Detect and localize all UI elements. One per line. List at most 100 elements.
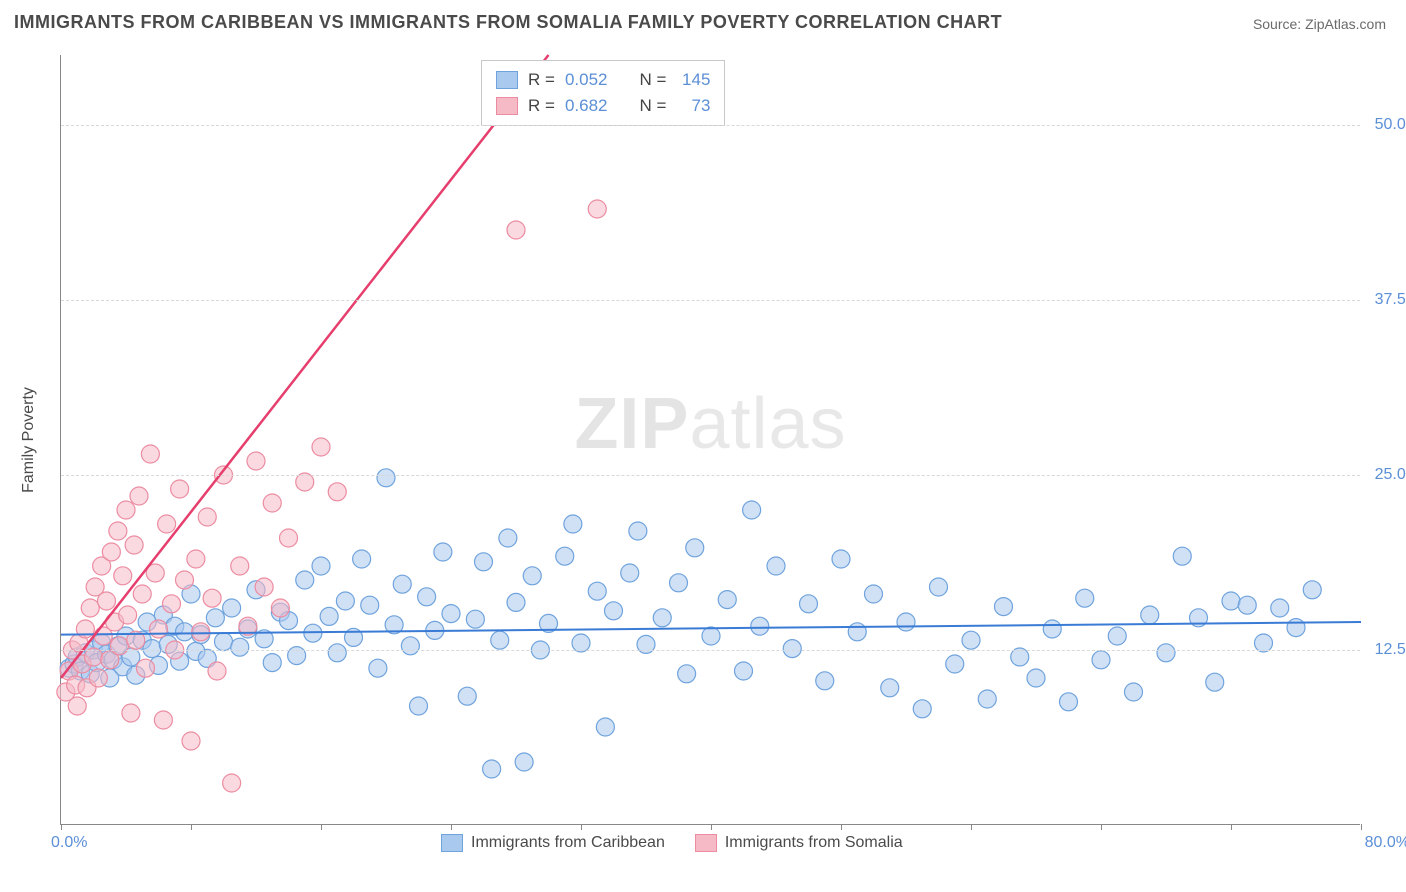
data-point	[995, 598, 1013, 616]
data-point	[109, 522, 127, 540]
data-point	[897, 613, 915, 631]
data-point	[564, 515, 582, 533]
data-point	[507, 593, 525, 611]
data-point	[434, 543, 452, 561]
data-point	[187, 550, 205, 568]
data-point	[678, 665, 696, 683]
data-point	[119, 606, 137, 624]
data-point	[263, 654, 281, 672]
data-point	[629, 522, 647, 540]
data-point	[1157, 644, 1175, 662]
y-tick-label: 25.0%	[1365, 466, 1406, 484]
data-point	[203, 589, 221, 607]
data-point	[491, 631, 509, 649]
data-point	[743, 501, 761, 519]
legend-r-label: R =	[528, 67, 555, 93]
legend-n-value: 73	[676, 93, 710, 119]
legend-n-value: 145	[676, 67, 710, 93]
data-point	[158, 515, 176, 533]
data-point	[913, 700, 931, 718]
data-point	[735, 662, 753, 680]
data-point	[410, 697, 428, 715]
legend-n-label: N =	[639, 67, 666, 93]
data-point	[783, 640, 801, 658]
data-point	[832, 550, 850, 568]
x-tick	[1231, 824, 1232, 830]
data-point	[1060, 693, 1078, 711]
data-point	[686, 539, 704, 557]
data-point	[767, 557, 785, 575]
data-point	[1303, 581, 1321, 599]
x-tick	[971, 824, 972, 830]
y-tick-label: 50.0%	[1365, 116, 1406, 134]
data-point	[1092, 651, 1110, 669]
gridline	[61, 475, 1360, 476]
data-point	[192, 623, 210, 641]
data-point	[296, 571, 314, 589]
data-point	[208, 662, 226, 680]
data-point	[621, 564, 639, 582]
x-tick	[1101, 824, 1102, 830]
data-point	[751, 617, 769, 635]
data-point	[336, 592, 354, 610]
data-point	[800, 595, 818, 613]
data-point	[353, 550, 371, 568]
data-point	[588, 200, 606, 218]
data-point	[418, 588, 436, 606]
data-point	[865, 585, 883, 603]
data-point	[231, 557, 249, 575]
data-point	[930, 578, 948, 596]
data-point	[978, 690, 996, 708]
data-point	[263, 494, 281, 512]
y-axis-label: Family Poverty	[20, 387, 38, 493]
data-point	[141, 445, 159, 463]
data-point	[231, 638, 249, 656]
data-point	[328, 483, 346, 501]
x-tick	[581, 824, 582, 830]
data-point	[68, 697, 86, 715]
data-point	[320, 607, 338, 625]
y-tick-label: 12.5%	[1365, 641, 1406, 659]
data-point	[596, 718, 614, 736]
data-point	[1271, 599, 1289, 617]
legend-row: R =0.682N =73	[496, 93, 710, 119]
x-tick	[841, 824, 842, 830]
legend-item: Immigrants from Caribbean	[441, 834, 665, 852]
legend-swatch	[695, 834, 717, 852]
data-point	[523, 567, 541, 585]
data-point	[816, 672, 834, 690]
data-point	[255, 578, 273, 596]
legend-r-value: 0.682	[565, 93, 608, 119]
data-point	[588, 582, 606, 600]
data-point	[848, 623, 866, 641]
data-point	[111, 637, 129, 655]
data-point	[515, 753, 533, 771]
legend-series: Immigrants from Caribbean Immigrants from…	[441, 834, 903, 852]
data-point	[89, 669, 107, 687]
data-point	[1027, 669, 1045, 687]
data-point	[670, 574, 688, 592]
data-point	[1125, 683, 1143, 701]
data-point	[1141, 606, 1159, 624]
x-tick	[321, 824, 322, 830]
data-point	[215, 633, 233, 651]
x-axis-max: 80.0%	[1365, 834, 1406, 852]
data-point	[962, 631, 980, 649]
data-point	[361, 596, 379, 614]
source-attribution: Source: ZipAtlas.com	[1253, 16, 1386, 32]
legend-swatch	[496, 71, 518, 89]
data-point	[458, 687, 476, 705]
data-point	[605, 602, 623, 620]
gridline	[61, 300, 1360, 301]
data-point	[182, 732, 200, 750]
data-point	[393, 575, 411, 593]
legend-r-label: R =	[528, 93, 555, 119]
x-tick	[711, 824, 712, 830]
data-point	[946, 655, 964, 673]
data-point	[176, 623, 194, 641]
data-point	[1043, 620, 1061, 638]
data-point	[171, 480, 189, 498]
data-point	[133, 585, 151, 603]
legend-item: Immigrants from Somalia	[695, 834, 903, 852]
data-point	[280, 529, 298, 547]
